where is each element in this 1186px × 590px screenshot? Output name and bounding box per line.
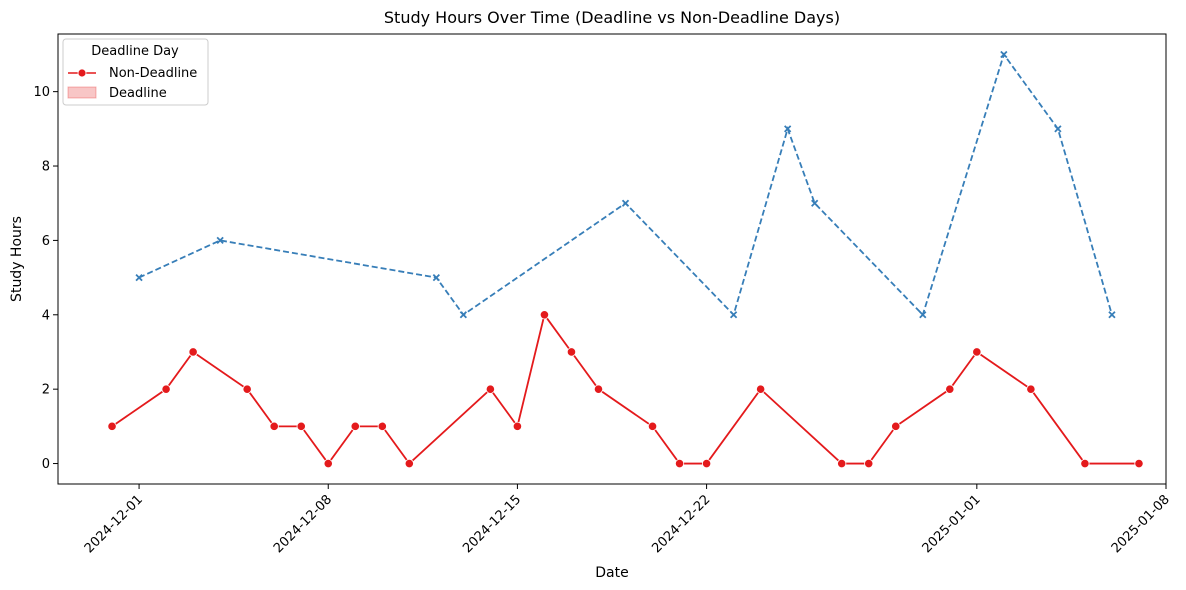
- data-point: [919, 311, 927, 319]
- x-axis-label: Date: [595, 565, 628, 581]
- legend-entry-deadline: Deadline: [109, 86, 167, 101]
- data-point: [1108, 311, 1116, 319]
- x-tick-label: 2024-12-22: [649, 492, 713, 556]
- data-point: [1080, 458, 1090, 469]
- x-tick-label: 2024-12-08: [271, 492, 335, 556]
- legend-box: [62, 38, 209, 106]
- axes-frame: [57, 33, 1167, 485]
- data-point: [621, 199, 630, 207]
- data-point: [377, 421, 387, 431]
- legend-band-swatch: [67, 86, 97, 99]
- x-tick-label: 2025-01-01: [920, 492, 984, 556]
- y-tick-label: 0: [42, 457, 50, 472]
- data-point: [945, 384, 955, 394]
- data-point: [485, 384, 495, 394]
- y-tick-label: 8: [42, 160, 50, 175]
- x-tick-label: 2024-12-15: [460, 492, 524, 556]
- data-point: [296, 421, 306, 431]
- data-point: [539, 310, 550, 320]
- y-axis-label: Study Hours: [9, 216, 25, 302]
- data-point: [972, 347, 982, 357]
- y-tick-label: 4: [42, 308, 50, 323]
- series-1: [135, 50, 1116, 319]
- y-tick-label: 6: [42, 234, 50, 249]
- data-point: [350, 421, 360, 431]
- series-line: [111, 312, 1139, 466]
- data-point: [135, 273, 143, 282]
- x-axis: 2024-12-01 2024-12-08 2024-12-15 2024-12-22…: [82, 484, 1173, 556]
- legend-entry-non-deadline: Non-Deadline: [109, 66, 197, 81]
- data-point: [864, 458, 874, 469]
- chart-title: Study Hours Over Time (Deadline vs Non-D…: [384, 8, 840, 27]
- y-tick-label: 10: [33, 85, 50, 100]
- legend: Deadline Day Non-Deadline Deadline: [62, 38, 209, 106]
- data-point: [1134, 458, 1144, 469]
- legend-marker-swatch: [77, 68, 87, 78]
- data-point: [107, 421, 117, 431]
- plot-area: [107, 50, 1144, 469]
- data-point: [323, 458, 333, 469]
- data-point: [891, 421, 901, 431]
- data-point: [701, 458, 712, 469]
- data-point: [593, 384, 604, 394]
- legend-title: Deadline Day: [91, 44, 179, 59]
- data-point: [1000, 50, 1008, 59]
- data-point: [188, 347, 198, 357]
- data-point: [1054, 125, 1062, 133]
- data-point: [811, 199, 819, 207]
- data-point: [432, 273, 440, 282]
- data-point: [837, 458, 847, 469]
- x-tick-label: 2025-01-08: [1109, 492, 1173, 556]
- data-point: [242, 384, 252, 394]
- data-point: [512, 421, 523, 431]
- data-point: [269, 421, 279, 431]
- x-tick-label: 2024-12-01: [82, 492, 146, 556]
- series-line: [138, 52, 1113, 317]
- y-tick-label: 2: [42, 383, 50, 398]
- data-point: [756, 384, 766, 394]
- data-point: [729, 311, 738, 319]
- data-point: [459, 311, 468, 319]
- series-0: [107, 310, 1144, 469]
- data-point: [1026, 384, 1036, 394]
- data-point: [161, 384, 171, 394]
- data-point: [647, 421, 658, 431]
- data-point: [404, 458, 414, 469]
- data-point: [566, 347, 577, 357]
- data-point: [216, 236, 224, 245]
- data-point: [784, 125, 792, 133]
- y-axis: 0 2 4 6 8 10: [33, 85, 58, 472]
- data-point: [674, 458, 685, 469]
